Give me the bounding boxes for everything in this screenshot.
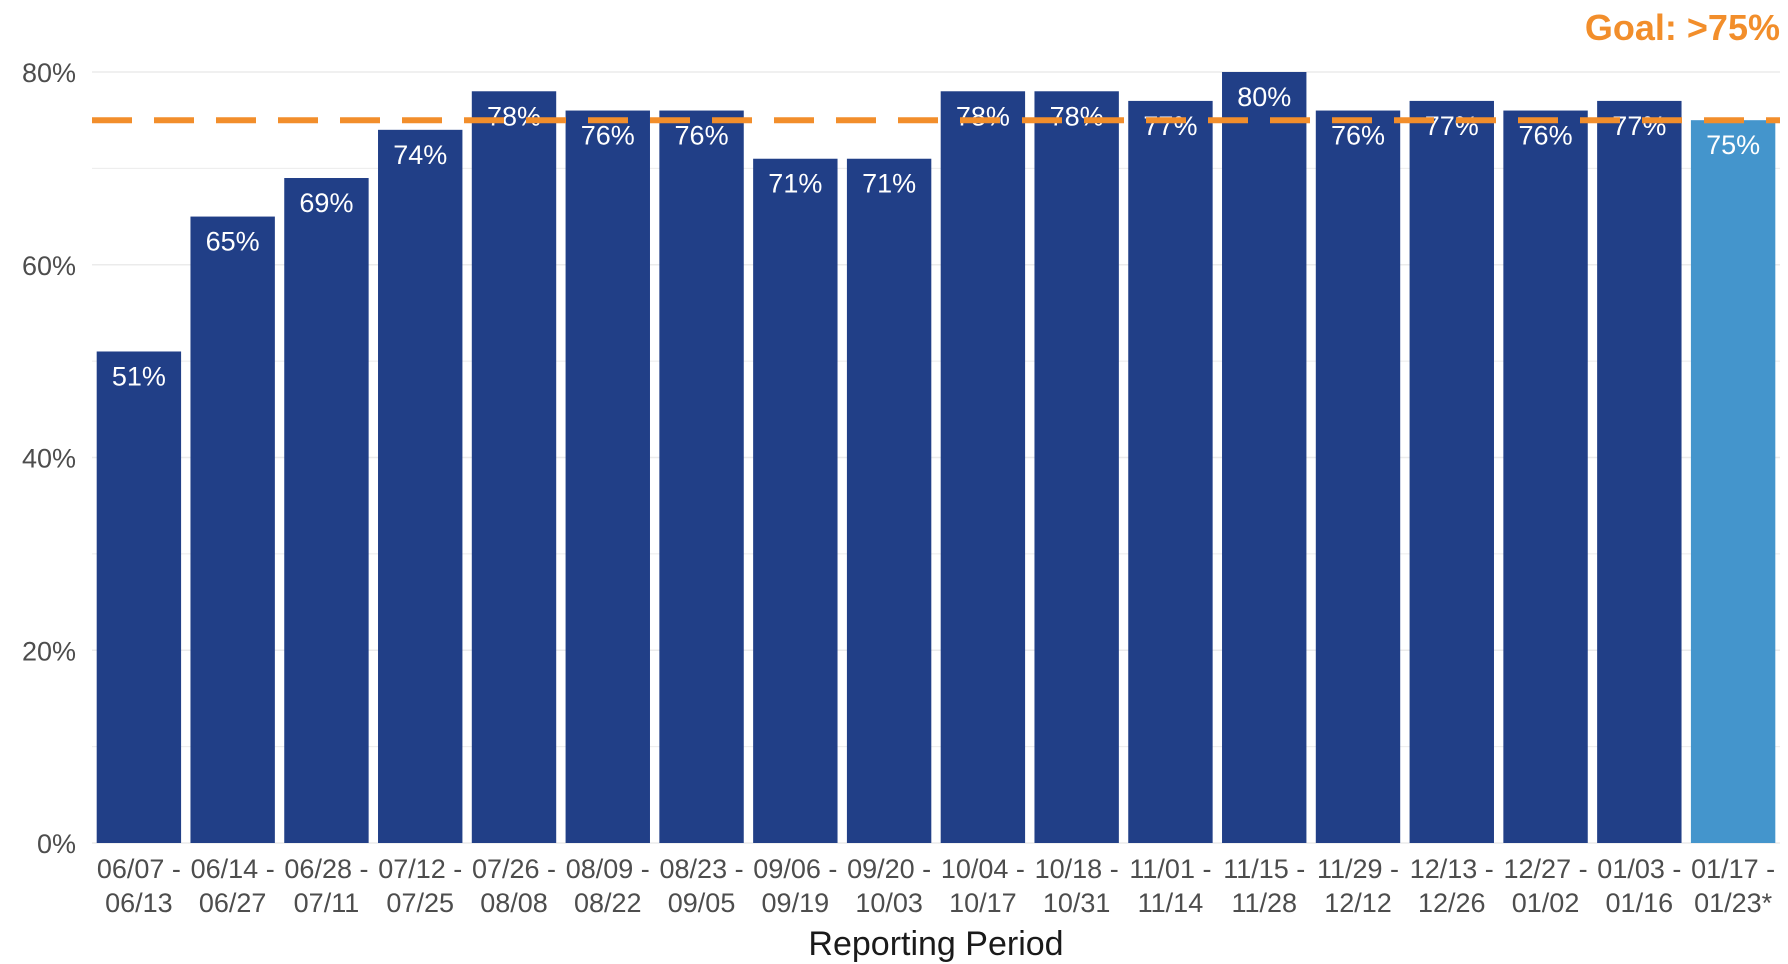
y-tick-label: 40% [22,444,76,474]
x-tick-label: 11/01 -11/14 [1129,854,1211,918]
bars [96,72,1776,844]
bar [753,158,838,844]
bar [659,110,744,844]
bar-value-label: 78% [956,101,1010,131]
x-tick-label: 07/12 -07/25 [378,854,462,918]
bar-value-label: 78% [1050,101,1104,131]
bar [846,158,932,844]
x-tick-label: 09/06 -09/19 [753,854,837,918]
bar [565,110,650,844]
bar [940,91,1026,843]
bar-value-label: 71% [768,169,822,199]
y-axis-tick-labels: 0% 20% 40% 60% 80% [22,58,76,859]
bar-value-label: 76% [581,121,635,151]
x-tick-label: 08/23 -09/05 [660,854,744,918]
x-tick-label: 11/15 -11/28 [1223,854,1305,918]
x-tick-label: 10/18 -10/31 [1035,854,1119,918]
bar [96,351,182,843]
bar-value-label: 76% [675,121,729,151]
x-tick-label: 06/07 -06/13 [97,854,181,918]
bar-value-label: 77% [1425,111,1479,141]
bar-value-label: 74% [393,140,447,170]
x-tick-label: 10/04 -10/17 [941,854,1025,918]
bar-value-label: 51% [112,361,166,391]
bar [1409,100,1494,844]
bar [284,178,369,843]
bar [1503,110,1588,844]
bar-value-label: 77% [1143,111,1197,141]
gridlines [92,71,1780,844]
bar [1034,91,1119,843]
x-tick-label: 01/17 -01/23* [1691,854,1775,918]
bar-value-labels: 51% 65% 69% 74% 78% 76% 76% 71% 71% 78% 78% 77% 80% 7… [112,82,1760,391]
x-tick-label: 12/27 -01/02 [1504,854,1588,918]
bar-value-label: 69% [299,188,353,218]
bar-value-label: 76% [1331,121,1385,151]
bar [1222,72,1307,843]
bar [1597,100,1682,844]
bar [1690,120,1776,843]
bar [471,91,557,843]
bar-value-label: 80% [1237,82,1291,112]
x-tick-label: 07/26 -08/08 [472,854,556,918]
bar [378,129,463,843]
bar-value-label: 78% [487,101,541,131]
x-tick-label: 09/20 -10/03 [847,854,931,918]
bar-value-label: 76% [1519,121,1573,151]
y-tick-label: 20% [22,636,76,666]
bar [1128,100,1213,844]
goal-label: Goal: >75% [1585,7,1780,48]
x-tick-label: 06/28 -07/11 [284,854,368,918]
x-axis-title: Reporting Period [808,925,1063,963]
x-tick-label: 06/14 -06/27 [191,854,275,918]
y-tick-label: 80% [22,58,76,88]
bar [190,216,275,843]
bar-value-label: 71% [862,169,916,199]
y-tick-label: 0% [37,829,76,859]
y-tick-label: 60% [22,251,76,281]
bar-value-label: 77% [1612,111,1666,141]
x-tick-label: 01/03 -01/16 [1597,854,1681,918]
bar-value-label: 75% [1706,130,1760,160]
bar [1315,110,1401,844]
x-tick-label: 11/29 -12/12 [1317,854,1399,918]
x-tick-label: 12/13 -12/26 [1410,854,1494,918]
bar-value-label: 65% [206,227,260,257]
x-tick-label: 08/09 -08/22 [566,854,650,918]
